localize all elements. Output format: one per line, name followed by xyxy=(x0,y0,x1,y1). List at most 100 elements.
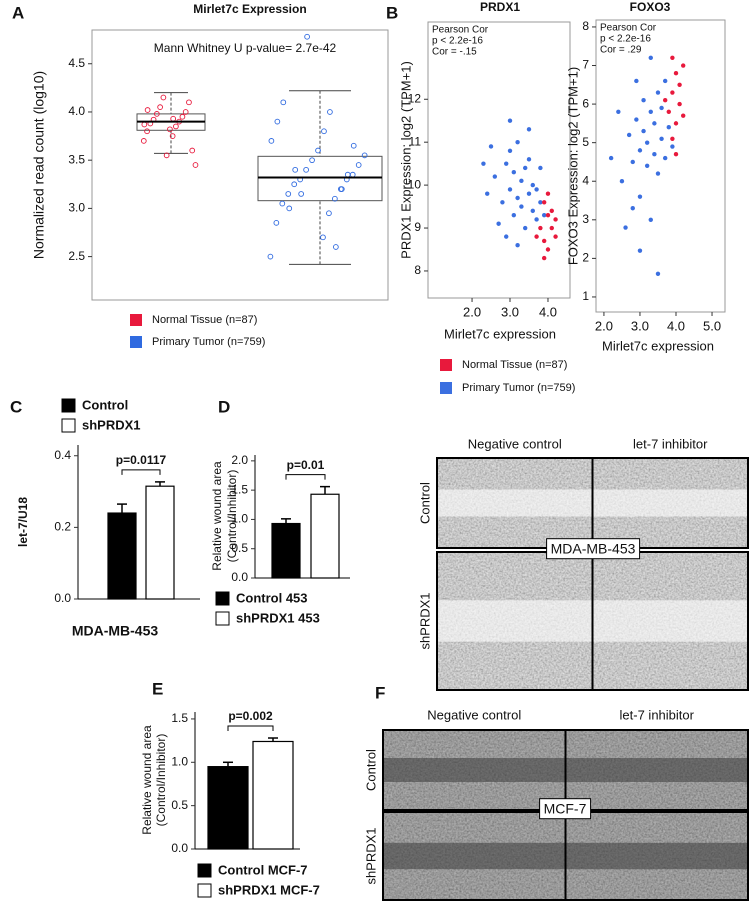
legend-label: Primary Tumor (n=759) xyxy=(462,382,575,394)
point xyxy=(160,94,167,101)
point xyxy=(333,244,339,250)
point xyxy=(534,187,539,192)
point xyxy=(641,98,646,103)
point xyxy=(291,181,298,188)
legend-label: shPRDX1 xyxy=(82,417,141,432)
point xyxy=(652,152,657,157)
point xyxy=(279,200,286,207)
point xyxy=(677,82,682,88)
point xyxy=(538,225,543,231)
y-tick-label: 0.5 xyxy=(171,798,188,812)
point xyxy=(655,171,661,176)
y-tick-label: 9 xyxy=(414,220,421,234)
point xyxy=(681,63,686,68)
point xyxy=(541,200,547,205)
legend-label: Control 453 xyxy=(236,590,308,605)
cell-line-box xyxy=(539,798,592,820)
y-tick-label: 6 xyxy=(582,96,589,110)
legend-label: shPRDX1 453 xyxy=(236,610,320,625)
y-tick-label: 3 xyxy=(582,212,589,226)
panel-label: C xyxy=(10,397,22,416)
point xyxy=(327,109,333,115)
legend-label: Control xyxy=(82,397,128,412)
y-tick-label: 1.0 xyxy=(231,512,248,526)
column-label: Negative control xyxy=(468,436,562,451)
point xyxy=(507,118,513,123)
point xyxy=(637,248,643,253)
plot-frame xyxy=(91,29,389,301)
legend-label: Primary Tumor (n=759) xyxy=(152,336,265,348)
significance-bracket xyxy=(227,725,274,732)
point xyxy=(192,162,199,168)
point xyxy=(644,140,650,145)
y-tick-label: 1.0 xyxy=(171,754,188,768)
micrograph-frame xyxy=(564,811,749,901)
y-tick-label: 0.5 xyxy=(231,541,248,555)
point xyxy=(173,123,179,130)
point xyxy=(355,162,362,168)
point xyxy=(608,155,614,161)
point xyxy=(515,139,520,145)
y-tick-label: 4.0 xyxy=(68,104,85,118)
point xyxy=(670,144,675,149)
point xyxy=(280,99,287,106)
y-tick-label: 2 xyxy=(582,251,589,265)
point xyxy=(681,113,686,118)
point xyxy=(545,247,551,252)
y-axis-label: FOXO3 Expression: log2 (TPM+1) xyxy=(565,67,580,265)
point xyxy=(553,234,558,239)
point xyxy=(292,166,299,173)
point xyxy=(274,118,281,125)
point xyxy=(488,144,494,149)
legend-swatch xyxy=(130,336,142,348)
point xyxy=(157,104,163,110)
cell-line-box xyxy=(546,538,641,560)
significance-label: p=0.002 xyxy=(228,709,273,723)
annotation: Cor = .29 xyxy=(600,45,642,56)
x-axis-label: MDA-MB-453 xyxy=(72,623,159,639)
point xyxy=(179,113,186,120)
point xyxy=(144,128,150,135)
point xyxy=(530,208,535,214)
point xyxy=(634,78,639,84)
point xyxy=(553,217,558,222)
y-tick-label: 1.5 xyxy=(171,711,188,725)
y-tick-label: 3.0 xyxy=(68,201,85,215)
point xyxy=(526,157,532,162)
point xyxy=(298,191,305,197)
wound-gap xyxy=(383,842,566,870)
wound-gap xyxy=(565,842,748,870)
y-tick-label: 2.0 xyxy=(231,453,248,467)
panel-label: D xyxy=(218,397,230,416)
y-axis-label: PRDX1 Expression: log2 (TPM+1) xyxy=(398,61,413,259)
significance-label: p=0.0117 xyxy=(116,453,167,467)
y-tick-label: 0.2 xyxy=(54,520,71,534)
point xyxy=(186,99,192,106)
y-tick-label: 0.0 xyxy=(171,841,188,855)
column-label: let-7 inhibitor xyxy=(633,436,708,451)
legend-swatch xyxy=(197,863,212,878)
point xyxy=(637,194,643,199)
cell-line-label: MDA-MB-453 xyxy=(551,541,636,557)
y-axis-label: let-7/U18 xyxy=(16,497,30,547)
point xyxy=(350,142,357,149)
panel-label: E xyxy=(152,679,163,698)
legend-swatch xyxy=(61,418,76,433)
wound-gap xyxy=(437,600,593,642)
point xyxy=(273,220,280,226)
row-label: Control xyxy=(417,482,432,524)
row-label: Control xyxy=(363,749,378,791)
point xyxy=(140,138,147,144)
point xyxy=(338,186,345,192)
point xyxy=(303,166,309,173)
point xyxy=(285,191,292,197)
point xyxy=(616,109,621,115)
point xyxy=(267,253,274,260)
point xyxy=(549,225,554,231)
point xyxy=(522,165,528,171)
legend-swatch xyxy=(440,382,452,394)
annotation: Pearson Cor xyxy=(432,25,489,36)
point xyxy=(515,243,520,248)
cell-line-label: MCF-7 xyxy=(544,801,587,817)
